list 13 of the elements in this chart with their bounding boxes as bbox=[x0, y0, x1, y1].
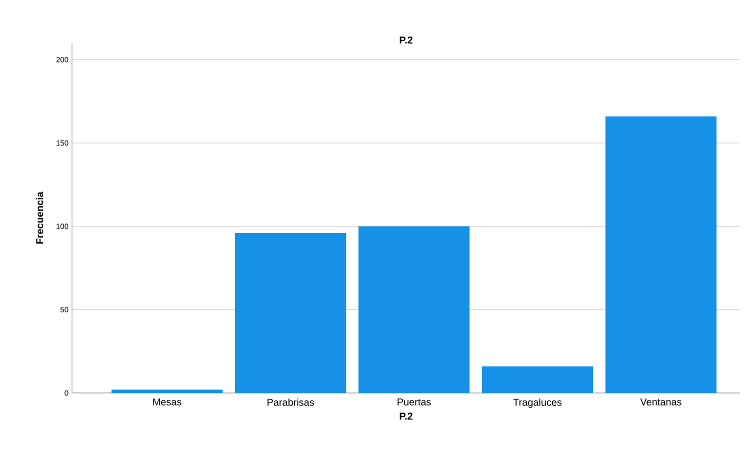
bar bbox=[358, 226, 470, 393]
x-tick-label: Mesas bbox=[153, 398, 182, 406]
y-axis-title: Frecuencia bbox=[36, 192, 44, 244]
bar bbox=[234, 232, 346, 393]
bar bbox=[112, 390, 223, 393]
chart-title: P.2 bbox=[400, 36, 412, 44]
x-tick-label: Puertas bbox=[398, 398, 431, 406]
x-tick-label: Tragaluces bbox=[513, 398, 562, 408]
bar bbox=[605, 116, 717, 393]
x-tick-label: Parabrisas bbox=[268, 398, 314, 406]
x-axis-title: P.2 bbox=[400, 412, 412, 420]
bar bbox=[482, 366, 594, 393]
x-tick-label: Ventanas bbox=[640, 398, 682, 406]
